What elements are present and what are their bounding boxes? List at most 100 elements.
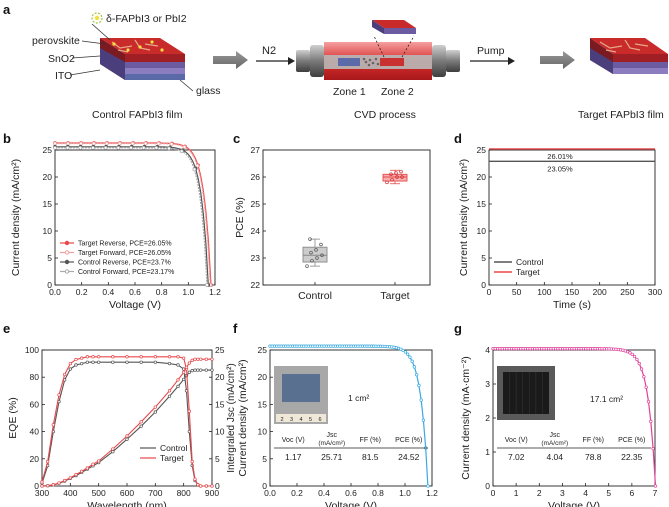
series-marker	[156, 141, 161, 146]
table-value: 25.71	[321, 452, 343, 462]
data-point	[305, 264, 309, 268]
y-axis-label: Current density (mA·cm⁻²)	[460, 356, 472, 479]
legend-marker	[64, 269, 70, 274]
x-tick-label: 150	[565, 287, 579, 297]
y-tick-label: 10	[477, 226, 487, 236]
jsc-marker	[91, 462, 95, 466]
eqe-marker	[63, 372, 67, 377]
chart-c-pce-boxplot: 22 23 24 25 26 27 PCE (%) Control Target	[234, 145, 431, 302]
cvd-furnace-illustration	[296, 20, 460, 80]
x-tick-label: 1	[514, 488, 519, 498]
table-header-unit: (mA/cm²)	[541, 440, 568, 447]
gas-flow-arrow-icon	[288, 57, 295, 65]
jv-marker	[630, 352, 634, 357]
data-point	[399, 169, 403, 174]
series-marker	[78, 145, 83, 150]
jsc-marker	[199, 368, 203, 372]
series-marker	[154, 146, 159, 150]
data-point	[320, 253, 324, 258]
data-point	[394, 171, 398, 175]
jv-marker	[639, 367, 644, 371]
table-value: 7.02	[508, 452, 525, 462]
x-tick-label: 1.0	[399, 488, 411, 498]
jv-marker	[644, 385, 648, 389]
eqe-marker	[210, 484, 214, 488]
eqe-marker	[153, 360, 157, 364]
ruler-label: 2	[280, 417, 283, 423]
arrow-right-icon	[540, 51, 575, 69]
panel-letter-c: c	[233, 131, 240, 146]
y-tick-label: 0	[47, 280, 52, 290]
jv-marker	[421, 418, 426, 422]
annotation-control-pce: 23.05%	[547, 164, 573, 173]
jsc-marker	[68, 476, 72, 480]
legend-entry: Target	[160, 453, 184, 463]
x-tick-label: 400	[63, 488, 77, 498]
jv-marker	[426, 484, 430, 488]
y-tick-label: 80	[30, 372, 40, 382]
eqe-line-0	[41, 361, 212, 487]
table-value: 22.35	[621, 452, 643, 462]
table-value: 81.5	[362, 452, 379, 462]
y-tick-label: 5	[262, 454, 267, 464]
data-point	[395, 175, 399, 179]
y-tick-label: 25	[258, 345, 268, 355]
eqe-marker	[57, 393, 61, 397]
target-film-illustration	[590, 38, 668, 74]
eqe-marker	[40, 480, 44, 484]
y-tick-label: 5	[481, 253, 486, 263]
caption-target-film: Target FAPbI3 film	[578, 109, 664, 121]
jv-marker	[419, 398, 423, 402]
series-marker	[141, 146, 146, 150]
legend-marker	[64, 259, 70, 265]
eqe-marker	[139, 360, 143, 364]
eqe-marker	[187, 409, 191, 413]
jsc-marker	[139, 424, 143, 428]
legend-entry: Target	[516, 267, 540, 277]
x-tick-label: 1.2	[426, 488, 438, 498]
jsc-marker	[182, 377, 186, 382]
series-marker	[91, 145, 95, 150]
y-tick-label: 10	[258, 427, 268, 437]
series-marker	[91, 141, 96, 146]
control-film-illustration	[100, 38, 185, 80]
x-tick-label: 5	[606, 488, 611, 498]
eqe-marker	[97, 360, 101, 364]
jsc-marker	[80, 469, 84, 473]
jv-marker	[646, 399, 651, 404]
eqe-marker	[85, 360, 89, 364]
series-marker	[53, 141, 57, 146]
jsc-marker	[187, 370, 191, 374]
annotation-target-pce: 26.01%	[547, 152, 573, 161]
series-marker	[129, 145, 133, 150]
eqe-marker	[51, 423, 55, 427]
data-point	[309, 250, 313, 255]
jsc-marker	[125, 437, 129, 441]
photo-ruler	[276, 414, 326, 422]
jv-marker	[637, 361, 641, 366]
y-tick-label: 24	[251, 226, 261, 236]
y-tick-label: 26	[251, 172, 261, 182]
x-tick-label: 0.2	[291, 488, 303, 498]
jsc-marker	[196, 357, 200, 361]
x-tick-label: 100	[537, 287, 551, 297]
table-value: 1.17	[285, 452, 302, 462]
layer-label-sno2: SnO2	[48, 53, 75, 65]
y2-tick-label: 10	[215, 427, 225, 437]
x-tick-label: 0.8	[156, 287, 168, 297]
x-tick-label: 0	[491, 488, 496, 498]
data-point	[385, 180, 389, 185]
series-marker	[65, 145, 70, 150]
photo-device	[282, 374, 320, 402]
eqe-marker	[176, 355, 180, 359]
eqe-marker	[80, 361, 84, 366]
jv-marker	[651, 446, 655, 451]
pump-label: Pump	[477, 45, 505, 57]
jsc-line-1	[41, 358, 212, 487]
y-tick-label: 15	[258, 399, 268, 409]
x-tick-label: 0	[487, 287, 492, 297]
table-header: FF (%)	[360, 437, 381, 444]
panel-letter-a: a	[3, 2, 11, 17]
